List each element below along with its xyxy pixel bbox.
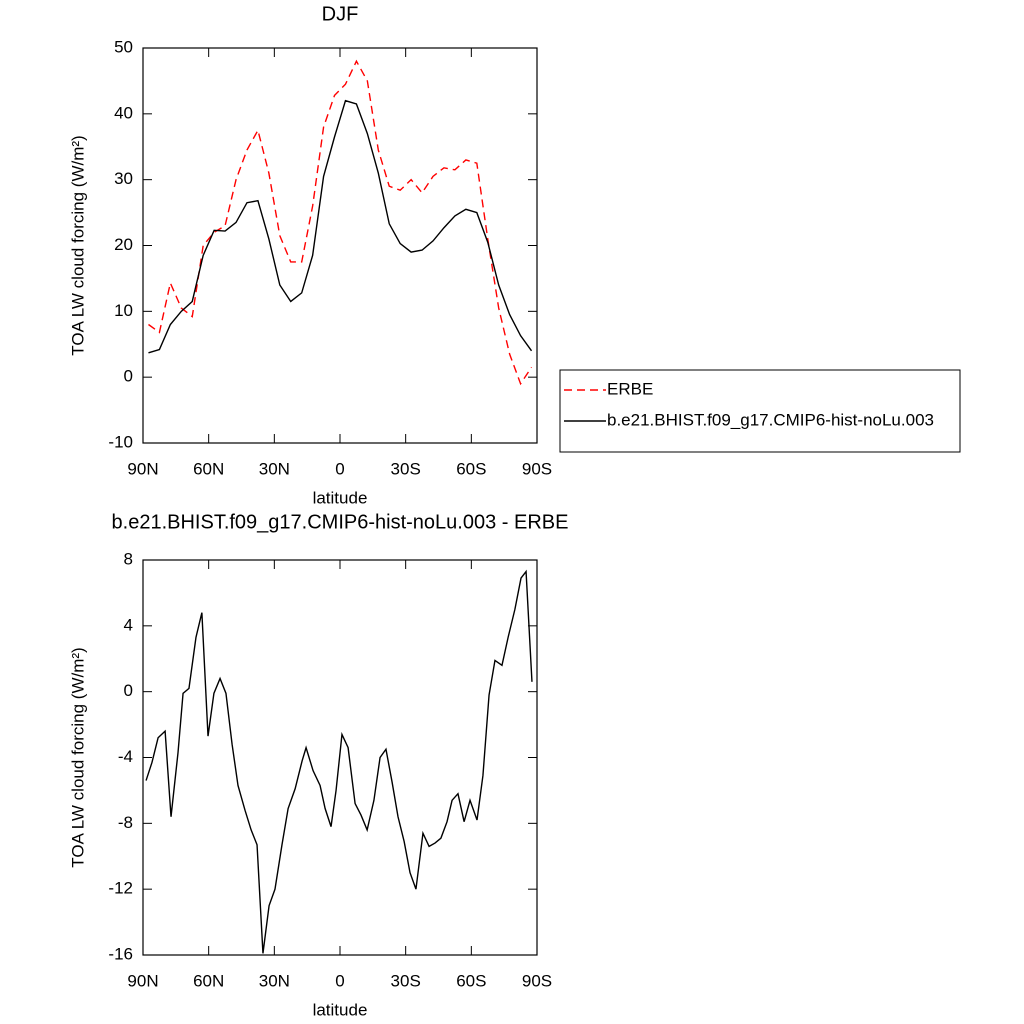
x-tick-label: 30N — [259, 971, 290, 990]
y-tick-label: -12 — [108, 879, 133, 898]
y-tick-label: 8 — [124, 549, 133, 568]
x-tick-label: 90S — [522, 459, 552, 478]
x-tick-label: 60S — [456, 971, 486, 990]
legend-entry: b.e21.BHIST.f09_g17.CMIP6-hist-noLu.003 — [607, 410, 934, 429]
x-tick-label: 90S — [522, 971, 552, 990]
y-tick-label: -8 — [118, 813, 133, 832]
x-tick-label: 0 — [335, 971, 344, 990]
x-tick-label: 60S — [456, 459, 486, 478]
x-tick-label: 30S — [391, 459, 421, 478]
x-tick-label: 0 — [335, 459, 344, 478]
y-tick-label: -4 — [118, 747, 133, 766]
y-axis-label: TOA LW cloud forcing (W/m²) — [68, 135, 87, 355]
y-tick-label: 0 — [124, 367, 133, 386]
chart-title: b.e21.BHIST.f09_g17.CMIP6-hist-noLu.003 … — [112, 511, 569, 533]
y-tick-label: -16 — [108, 944, 133, 963]
x-tick-label: 30N — [259, 459, 290, 478]
x-tick-label: 60N — [193, 459, 224, 478]
y-tick-label: 0 — [124, 681, 133, 700]
y-axis-label: TOA LW cloud forcing (W/m²) — [68, 647, 87, 867]
y-tick-label: 10 — [114, 301, 133, 320]
y-tick-label: 50 — [114, 37, 133, 56]
x-axis-label: latitude — [313, 1000, 368, 1019]
data-line — [148, 59, 533, 386]
x-tick-label: 90N — [127, 459, 158, 478]
data-line — [148, 99, 533, 354]
x-tick-label: 30S — [391, 971, 421, 990]
y-tick-label: 30 — [114, 169, 133, 188]
data-line — [145, 569, 533, 954]
x-axis-label: latitude — [313, 488, 368, 507]
x-tick-label: 60N — [193, 971, 224, 990]
chart-title: DJF — [322, 3, 359, 25]
x-tick-label: 90N — [127, 971, 158, 990]
plot-frame — [142, 559, 538, 956]
legend-entry: ERBE — [607, 379, 653, 398]
y-tick-label: 20 — [114, 235, 133, 254]
y-tick-label: -10 — [108, 432, 133, 451]
y-tick-label: 4 — [124, 615, 133, 634]
legend-box — [559, 369, 961, 453]
y-tick-label: 40 — [114, 103, 133, 122]
plot-frame — [142, 47, 538, 444]
